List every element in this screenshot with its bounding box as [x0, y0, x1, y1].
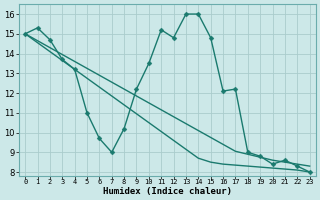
X-axis label: Humidex (Indice chaleur): Humidex (Indice chaleur) — [103, 187, 232, 196]
